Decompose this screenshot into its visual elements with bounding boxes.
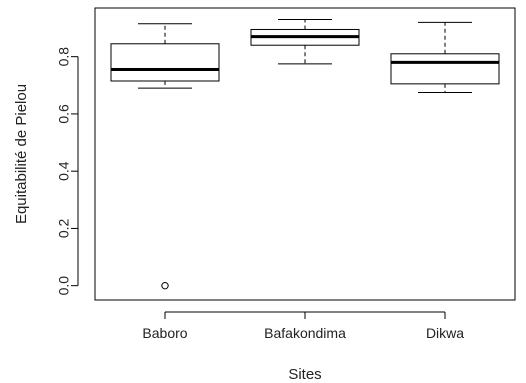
- y-axis-title: Equitabilité de Pielou: [13, 84, 30, 224]
- iqr-box: [390, 53, 500, 85]
- box-baboro: [110, 23, 220, 290]
- x-axis-title: Sites: [288, 366, 321, 383]
- y-tick-label: 0.2: [56, 218, 72, 238]
- plot-frame: [94, 7, 516, 301]
- y-tick-label: 0.8: [56, 47, 72, 67]
- iqr-box: [110, 43, 220, 82]
- y-axis: 0.0 0.2 0.4 0.6 0.8: [56, 47, 79, 296]
- x-tick-label: Baboro: [142, 325, 187, 341]
- box-series: [110, 18, 500, 290]
- x-tick-label: Dikwa: [426, 325, 464, 341]
- outlier-point: [161, 281, 169, 290]
- y-tick-label: 0.6: [56, 104, 72, 124]
- box-dikwa: [390, 21, 500, 93]
- x-axis: Baboro Bafakondima Dikwa: [142, 311, 464, 341]
- box-bafakondima: [250, 18, 360, 65]
- y-tick-label: 0.4: [56, 161, 72, 181]
- y-tick-label: 0.0: [56, 276, 72, 296]
- x-tick-label: Bafakondima: [264, 325, 346, 341]
